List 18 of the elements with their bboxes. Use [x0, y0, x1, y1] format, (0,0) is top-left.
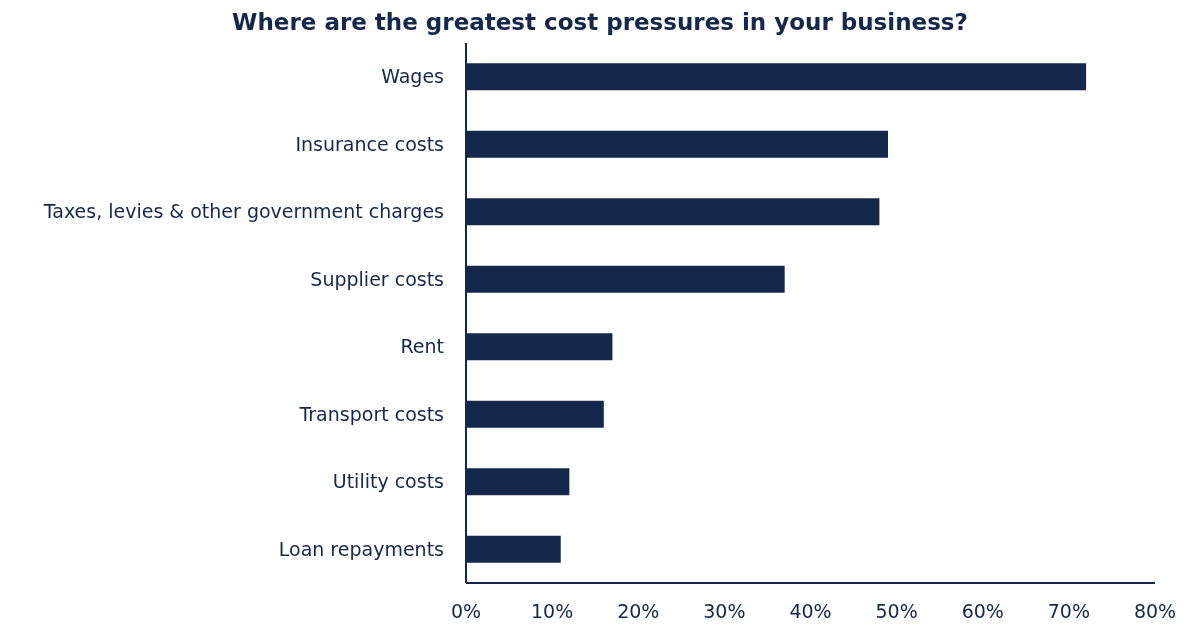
y-tick-label: Rent [400, 335, 444, 358]
y-tick-label: Taxes, levies & other government charges [42, 200, 444, 223]
chart-title: Where are the greatest cost pressures in your business? [232, 9, 968, 35]
x-tick-label: 20% [617, 600, 660, 622]
y-tick-label: Supplier costs [310, 267, 444, 290]
x-tick-label: 50% [875, 600, 918, 622]
x-tick-label: 30% [703, 600, 746, 622]
x-tick-label: 0% [450, 600, 482, 622]
x-tick-label: 70% [1047, 600, 1090, 622]
y-tick-label: Insurance costs [295, 132, 444, 155]
x-tick-label: 40% [789, 600, 832, 622]
y-tick-label: Transport costs [298, 402, 444, 425]
y-tick-label: Loan repayments [278, 537, 444, 560]
x-tick-label: 80% [1133, 600, 1177, 622]
x-tick-label: 60% [961, 600, 1004, 622]
y-tick-label: Wages [381, 65, 444, 88]
y-tick-label: Utility costs [332, 470, 444, 493]
x-tick-label: 10% [531, 600, 574, 622]
